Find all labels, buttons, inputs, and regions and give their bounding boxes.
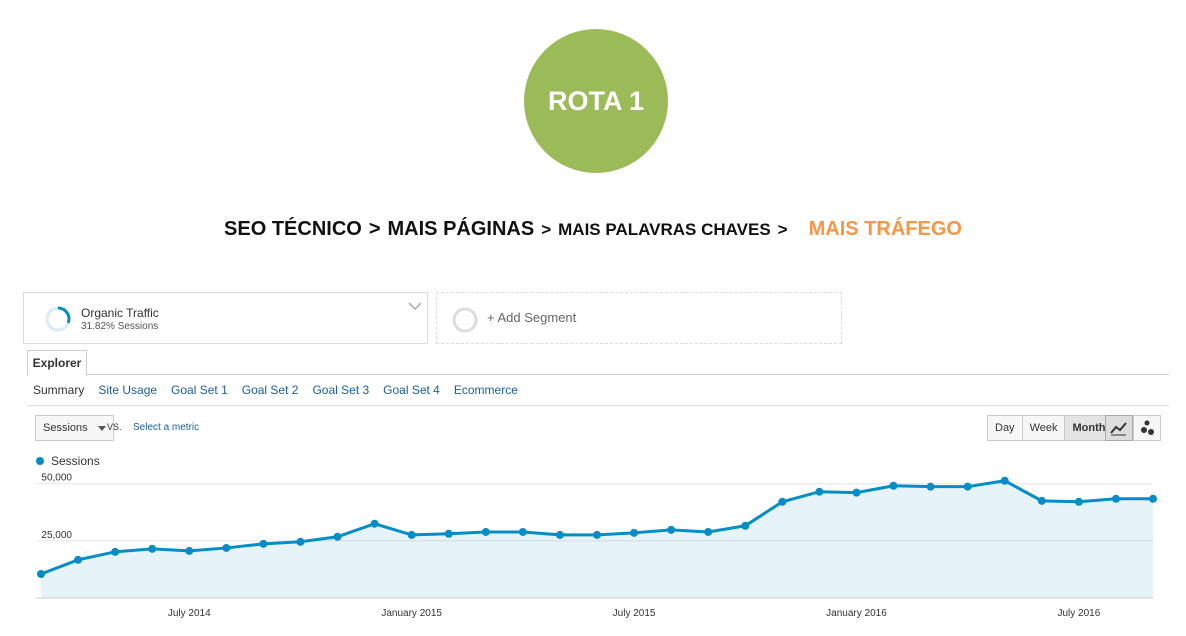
subtab[interactable]: Goal Set 3 — [312, 383, 370, 397]
point — [1000, 476, 1009, 485]
caret — [97, 425, 106, 431]
point — [852, 488, 861, 497]
point — [518, 527, 527, 536]
segment-detail: 31.82% Sessions — [81, 321, 159, 332]
x-tick-label: July 2016 — [1057, 608, 1100, 619]
point — [111, 547, 120, 556]
y-tick-label: 50,000 — [41, 473, 72, 484]
point — [444, 529, 453, 538]
add-ring — [452, 307, 478, 333]
point — [889, 481, 898, 490]
point — [148, 544, 157, 553]
tab-rule — [27, 374, 1169, 375]
point — [333, 532, 342, 541]
step: SEO TÉCNICO — [224, 218, 362, 240]
segment-card[interactable]: Organic Traffic 31.82% Sessions — [23, 292, 428, 344]
point — [593, 530, 601, 539]
y-tick-label: 25,000 — [41, 530, 72, 541]
chart-type-buttons — [1105, 415, 1161, 441]
period-button[interactable]: Week — [1022, 415, 1066, 441]
separator: > — [368, 218, 381, 240]
area — [41, 480, 1153, 598]
segment-ring — [45, 306, 71, 332]
add-segment-label: + Add Segment — [487, 310, 577, 325]
point — [185, 546, 194, 555]
point — [74, 555, 83, 564]
metric: Sessions — [43, 422, 88, 434]
point — [815, 487, 824, 496]
subtab[interactable]: Goal Set 4 — [383, 383, 440, 397]
line-chart-button[interactable] — [1105, 415, 1133, 441]
point — [630, 528, 639, 537]
separator: > — [541, 220, 552, 239]
separator: > — [777, 220, 788, 239]
chart: Sessions 25,000 50,000 July 2014 January 201… — [36, 454, 1157, 619]
point — [407, 530, 416, 539]
point — [667, 525, 676, 534]
badge: ROTA 1 — [524, 29, 668, 173]
subtab[interactable]: Goal Set 1 — [171, 383, 228, 397]
point — [1149, 494, 1157, 503]
period-buttons: Day Week Month — [987, 415, 1114, 441]
subtab[interactable]: Goal Set 2 — [241, 383, 299, 397]
point — [296, 537, 305, 546]
subtab-rule — [27, 405, 1169, 406]
point — [778, 497, 787, 506]
point — [1037, 496, 1046, 505]
subtabs: Summary Site Usage Goal Set 1 Goal Set 2 Goa… — [33, 383, 518, 397]
point — [963, 482, 972, 491]
point — [555, 530, 564, 539]
period-button[interactable]: Day — [987, 415, 1023, 441]
motion-chart-button[interactable] — [1133, 415, 1161, 441]
x-tick-label: July 2014 — [168, 608, 211, 619]
select-metric[interactable]: Select a metric — [133, 422, 200, 433]
legend-label: Sessions — [51, 454, 100, 468]
x-tick-label: July 2015 — [613, 608, 656, 619]
point — [1074, 497, 1083, 506]
vs: VS. — [107, 422, 122, 432]
point — [259, 539, 268, 548]
point — [222, 543, 231, 552]
legend-dot — [36, 457, 44, 465]
point — [1111, 494, 1120, 503]
point — [37, 570, 45, 578]
step: MAIS TRÁFEGO — [808, 218, 962, 240]
point — [741, 521, 750, 530]
add-segment[interactable]: + Add Segment — [436, 292, 842, 344]
x-tick-label: January 2016 — [826, 608, 887, 619]
subtab[interactable]: Summary — [33, 383, 85, 397]
step: MAIS PÁGINAS — [387, 218, 535, 240]
metric-select[interactable]: Sessions — [35, 415, 114, 441]
point — [481, 527, 490, 536]
x-tick-label: January 2015 — [381, 608, 442, 619]
segment-name: Organic Traffic — [81, 306, 159, 320]
point — [370, 519, 379, 528]
subtab[interactable]: Ecommerce — [453, 383, 518, 397]
subtab[interactable]: Site Usage — [98, 383, 158, 397]
step: MAIS PALAVRAS CHAVES — [558, 220, 771, 239]
headline: SEO TÉCNICO > MAIS PÁGINAS > MAIS PALAVR… — [0, 218, 1186, 241]
point — [704, 527, 713, 536]
chevron — [408, 302, 422, 311]
point — [926, 482, 935, 491]
tab[interactable]: Explorer — [27, 350, 87, 376]
